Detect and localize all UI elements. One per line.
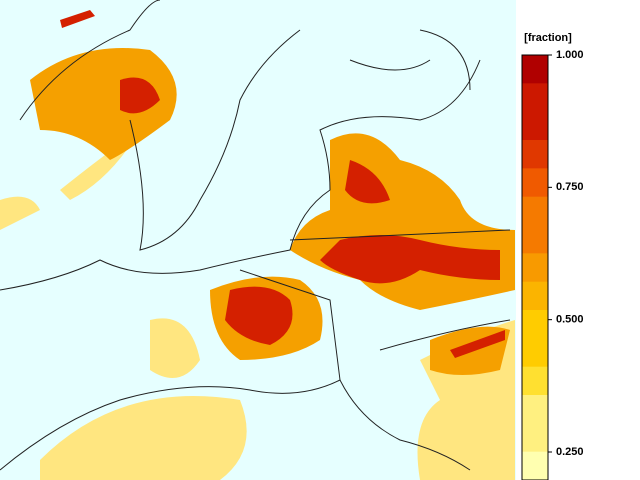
colorbar-band [522,281,548,311]
colorbar-band [522,111,548,141]
coastlines [0,0,511,471]
colorbar-tick-label: 1.000 [556,49,584,61]
colorbar-band [522,83,548,113]
colorbar-band [522,140,548,169]
colorbar-title: [fraction] [524,32,572,44]
colorbar-band [522,253,548,283]
colorbar-band [522,395,548,424]
colorbar-band [522,168,548,198]
colorbar-tick-label: 0.500 [556,314,584,326]
map [0,0,516,480]
colorbar-band [522,196,548,226]
high-fraction-areas [60,10,505,358]
colorbar-tick-label: 0.250 [556,446,584,458]
colorbar-tick-label: 0.750 [556,181,584,193]
colorbar-band [522,55,548,84]
colorbar-band [522,423,548,453]
colorbar-band [522,338,548,368]
colorbar-band [522,225,548,254]
colorbar-frame [521,54,549,480]
colorbar-band [522,310,548,339]
colorbar-band [522,451,548,480]
colorbar: [fraction] 1.000 0.750 0.500 0.250 [521,32,584,480]
colorbar-band [522,366,548,396]
